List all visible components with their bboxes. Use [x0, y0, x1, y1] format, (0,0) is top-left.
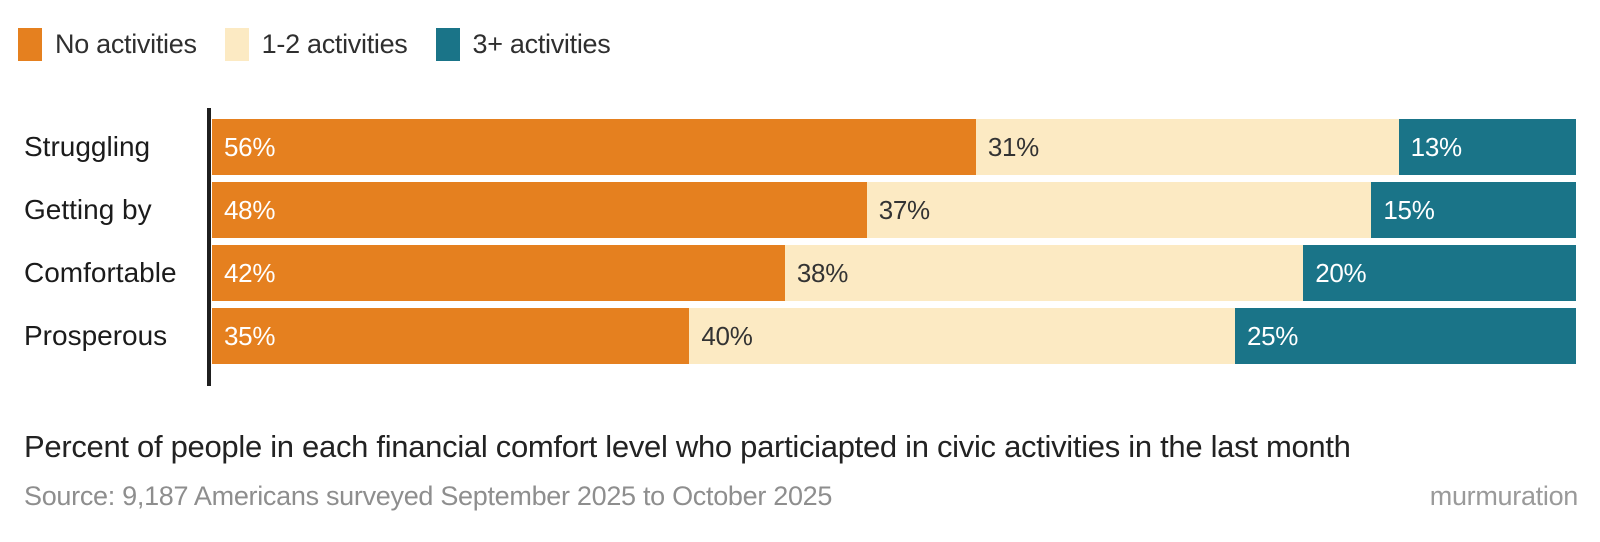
bar-segment-3-plus-activities: 20% [1303, 245, 1576, 301]
chart-row-getting-by: Getting by 48% 37% 15% [0, 182, 1576, 238]
bar-value-label: 38% [796, 257, 849, 288]
category-label: Getting by [24, 194, 152, 225]
bar-value-label: 35% [224, 320, 276, 351]
y-axis-line [207, 108, 211, 386]
bar-value-label: 40% [701, 320, 753, 351]
legend-swatch-3-plus-activities [435, 28, 460, 61]
bar-value-label: 56% [224, 131, 276, 162]
bar-value-label: 37% [878, 194, 930, 225]
chart-row-comfortable: Comfortable 42% 38% 20% [0, 245, 1576, 301]
chart-row-struggling: Struggling 56% 31% 13% [0, 119, 1576, 175]
bar-value-label: 31% [987, 131, 1039, 162]
bar-segment-3-plus-activities: 15% [1371, 182, 1576, 238]
legend-label: 1-2 activities [261, 29, 408, 59]
stacked-bar-chart: Struggling 56% 31% 13% Getting by 48% 37… [0, 119, 1576, 371]
bar-segment-no-activities: 35% [212, 308, 690, 364]
legend-item-no-activities: No activities [18, 28, 197, 61]
bar-value-label: 42% [224, 257, 276, 288]
chart-legend: No activities 1-2 activities 3+ activiti… [18, 28, 638, 61]
chart-row-prosperous: Prosperous 35% 40% 25% [0, 308, 1576, 364]
bar-segment-1-2-activities: 38% [784, 245, 1304, 301]
footer: Source: 9,187 Americans surveyed Septemb… [24, 481, 1578, 512]
legend-label: No activities [55, 29, 197, 59]
category-label: Struggling [24, 131, 151, 162]
bar-value-label: 20% [1315, 257, 1367, 288]
chart-caption: Percent of people in each financial comf… [24, 429, 1351, 464]
category-label: Prosperous [24, 320, 168, 351]
bar-segment-3-plus-activities: 13% [1398, 119, 1576, 175]
bar-value-label: 48% [224, 194, 276, 225]
legend-label: 3+ activities [472, 29, 611, 59]
source-note: Source: 9,187 Americans surveyed Septemb… [24, 481, 833, 511]
legend-swatch-no-activities [18, 28, 42, 61]
bar-value-label: 13% [1410, 131, 1462, 162]
bar-segment-1-2-activities: 37% [866, 182, 1372, 238]
bar-segment-1-2-activities: 40% [689, 308, 1235, 364]
legend-item-3-plus-activities: 3+ activities [435, 28, 611, 61]
bar-track: 42% 38% 20% [212, 245, 1576, 301]
bar-track: 48% 37% 15% [212, 182, 1576, 238]
bar-track: 35% 40% 25% [212, 308, 1576, 364]
bar-track: 56% 31% 13% [212, 119, 1576, 175]
bar-value-label: 15% [1383, 194, 1435, 225]
bar-value-label: 25% [1246, 320, 1299, 351]
legend-swatch-1-2-activities [224, 28, 249, 61]
legend-item-1-2-activities: 1-2 activities [224, 28, 408, 61]
bar-segment-no-activities: 56% [212, 119, 976, 175]
bar-segment-1-2-activities: 31% [975, 119, 1399, 175]
bar-segment-no-activities: 48% [212, 182, 867, 238]
category-label: Comfortable [24, 257, 177, 288]
bar-segment-no-activities: 42% [212, 245, 785, 301]
branding-murmuration: murmuration [1429, 481, 1579, 511]
bar-segment-3-plus-activities: 25% [1234, 308, 1576, 364]
